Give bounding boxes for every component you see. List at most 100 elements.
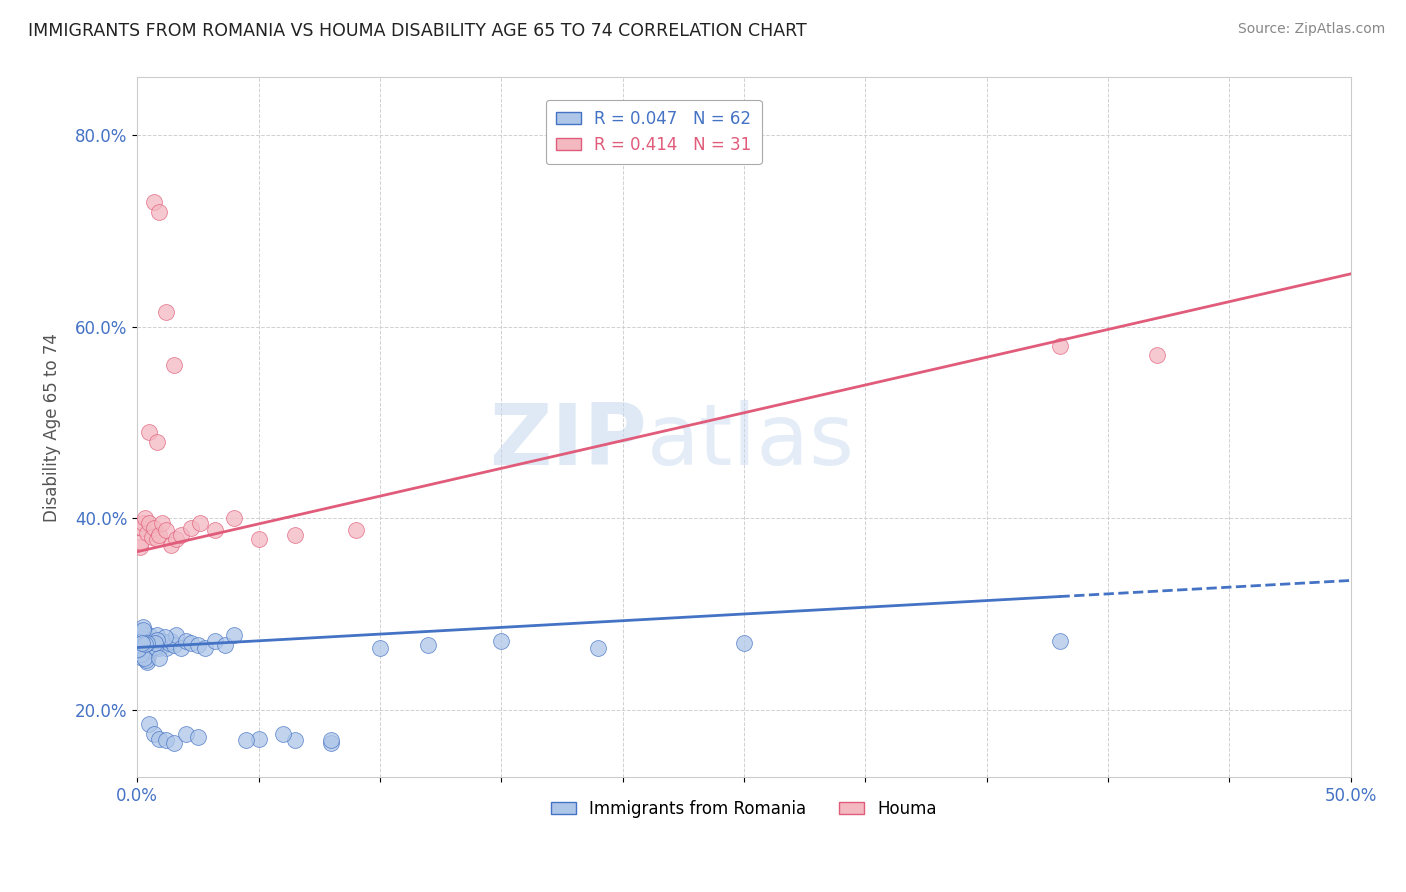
Point (162, 358, 184, 372)
Point (150, 516, 173, 530)
Point (136, 636, 159, 650)
Point (224, 511, 246, 525)
Point (129, 640, 152, 655)
Point (127, 636, 149, 650)
Point (129, 535, 152, 549)
Point (134, 653, 156, 667)
Point (132, 640, 155, 655)
Point (131, 521, 153, 535)
Point (145, 533, 167, 547)
Point (136, 638, 159, 652)
Point (132, 632, 155, 646)
Point (134, 632, 156, 646)
Point (131, 640, 153, 655)
Point (139, 636, 162, 650)
Point (155, 733, 177, 747)
Point (162, 736, 184, 750)
Point (418, 638, 440, 652)
Point (129, 647, 152, 661)
Point (143, 194, 166, 209)
Point (143, 727, 166, 741)
Point (155, 640, 177, 655)
Point (131, 639, 153, 653)
Text: Source: ZipAtlas.com: Source: ZipAtlas.com (1237, 22, 1385, 37)
Point (1049, 633, 1071, 648)
Point (127, 629, 149, 643)
Point (148, 651, 170, 665)
Point (143, 635, 166, 649)
Point (141, 530, 163, 544)
Point (170, 528, 193, 542)
Point (136, 640, 159, 655)
Point (131, 636, 153, 650)
Point (148, 204, 170, 219)
Point (128, 650, 150, 665)
Point (224, 628, 246, 642)
Point (187, 730, 209, 744)
Point (131, 640, 153, 655)
Point (134, 628, 156, 642)
Point (733, 636, 755, 650)
Point (134, 640, 156, 655)
Point (131, 636, 153, 650)
Point (128, 633, 150, 648)
Point (188, 516, 211, 530)
Point (148, 731, 170, 746)
Point (128, 634, 150, 648)
Point (127, 641, 149, 656)
Point (127, 640, 149, 655)
Point (134, 511, 156, 525)
Point (165, 533, 187, 547)
Point (588, 640, 610, 655)
Point (235, 733, 257, 747)
Point (132, 650, 155, 665)
Point (155, 305, 177, 319)
Point (128, 631, 150, 645)
Point (129, 638, 152, 652)
Point (204, 633, 226, 648)
Point (132, 620, 155, 634)
Point (138, 516, 160, 530)
Point (194, 640, 217, 655)
Point (128, 628, 150, 642)
Point (128, 640, 150, 655)
Point (157, 636, 180, 650)
Point (132, 638, 155, 652)
Point (145, 636, 167, 650)
Point (142, 638, 165, 652)
Point (368, 640, 391, 655)
Point (134, 636, 156, 650)
Point (344, 523, 367, 537)
Point (143, 521, 166, 535)
Y-axis label: Disability Age 65 to 74: Disability Age 65 to 74 (44, 333, 60, 522)
Point (135, 655, 157, 669)
Point (284, 528, 307, 542)
Point (247, 731, 270, 746)
Point (131, 633, 153, 648)
Point (131, 638, 153, 652)
Point (145, 633, 167, 648)
Point (131, 643, 153, 657)
Point (148, 528, 170, 542)
Point (155, 523, 177, 537)
Point (214, 638, 236, 652)
Point (128, 638, 150, 652)
Point (136, 648, 159, 663)
Point (153, 630, 176, 644)
Point (321, 733, 343, 747)
Point (247, 533, 270, 547)
Point (129, 633, 152, 648)
Point (127, 626, 149, 640)
Point (138, 717, 160, 731)
Point (148, 640, 170, 655)
Point (129, 632, 152, 646)
Point (204, 523, 226, 537)
Point (145, 628, 167, 642)
Point (138, 425, 160, 439)
Point (1049, 339, 1071, 353)
Point (128, 631, 150, 645)
Point (127, 633, 149, 648)
Point (134, 637, 156, 651)
Point (271, 727, 294, 741)
Text: atlas: atlas (647, 400, 855, 483)
